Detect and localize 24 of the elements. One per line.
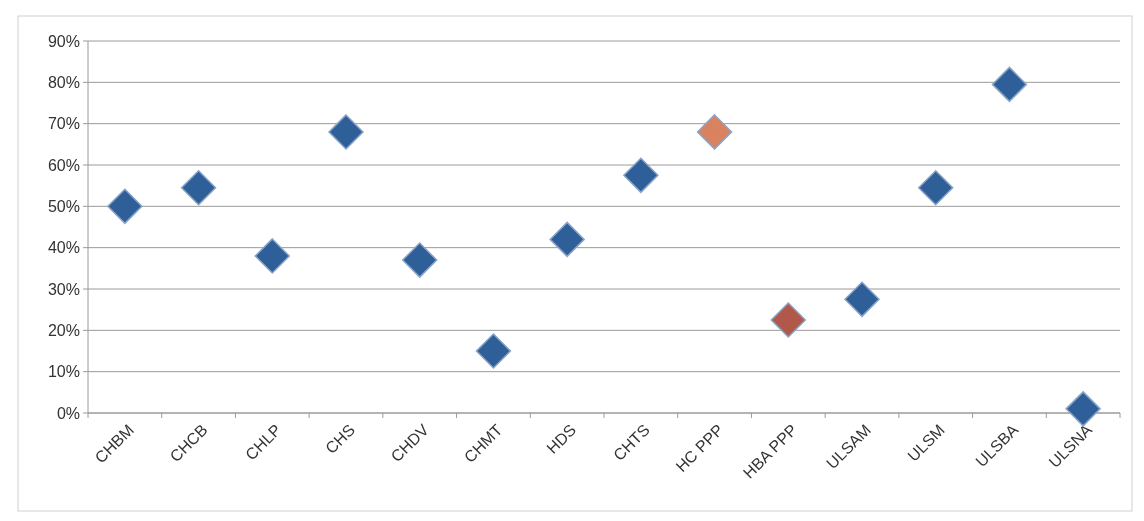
point [770,302,807,338]
point [328,114,364,150]
point [696,114,733,150]
point [844,281,880,318]
point [401,242,438,278]
y-tick-label: 10% [47,363,80,381]
y-tick-label: 60% [47,156,80,174]
point [1065,391,1101,427]
y-tick-label: 80% [47,73,80,91]
y-tick-label: 0% [56,404,80,422]
point [991,66,1028,103]
y-tick-label: 70% [47,115,80,133]
y-tick-label: 30% [47,280,80,298]
point [180,169,217,206]
y-tick-label: 90% [47,32,80,50]
y-tick-label: 40% [47,239,80,257]
y-tick-label: 50% [47,197,80,215]
point [623,157,659,194]
point [917,169,954,206]
point [549,221,585,258]
y-tick-label: 20% [47,321,80,339]
point [254,238,291,274]
point [475,333,512,369]
point [107,188,143,225]
